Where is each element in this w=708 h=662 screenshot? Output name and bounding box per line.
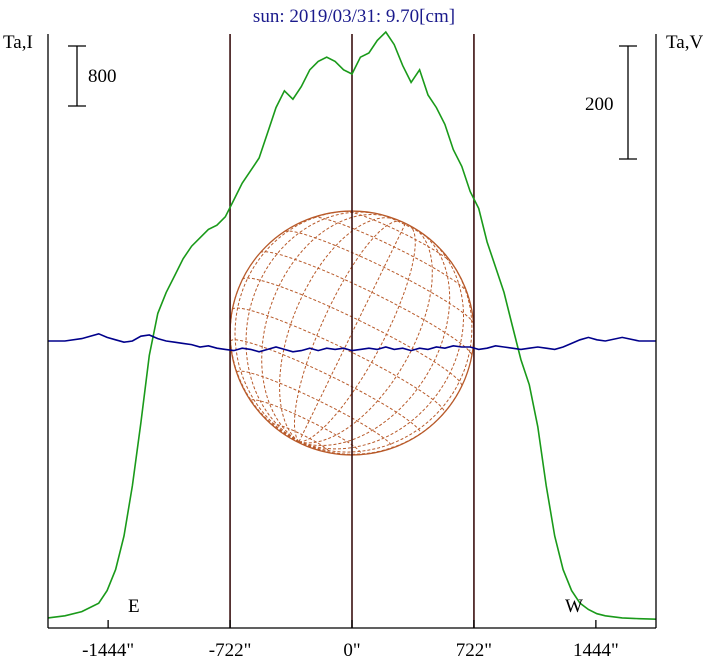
- disk-grid-line: [294, 220, 401, 443]
- disk-grid-line: [234, 210, 353, 443]
- west-label: W: [565, 596, 583, 617]
- series-line-intensity: [47, 30, 657, 620]
- scale-label-right: 200: [585, 94, 614, 115]
- series-line-polarization: [48, 332, 656, 353]
- x-tick-label: -1444": [82, 640, 134, 661]
- y-axis-label-left: Ta,I: [3, 32, 33, 53]
- disk-grid-line: [229, 279, 300, 443]
- scale-bar-right: [619, 45, 637, 160]
- disk-grid-line: [245, 211, 380, 443]
- disk-grid-line: [298, 225, 416, 443]
- disk-grid-line: [260, 251, 473, 356]
- disk-grid-line: [298, 257, 473, 453]
- scale-bar-left: [68, 45, 86, 107]
- disk-grid-line: [345, 210, 453, 264]
- x-tick-label: 722": [456, 640, 492, 661]
- disk-grid-line: [298, 223, 406, 443]
- disk-grid-line: [298, 227, 433, 444]
- scale-label-left: 800: [88, 66, 117, 87]
- disk-grid-line: [284, 230, 474, 324]
- x-tick-label: -722": [209, 640, 252, 661]
- disk-grid-line: [298, 237, 464, 450]
- east-label: E: [128, 596, 140, 617]
- x-axis-ticks: -1444" -722" 0" 722" 1444": [82, 620, 619, 661]
- disk-grid-line: [261, 213, 389, 443]
- disk-grid-line: [298, 232, 451, 447]
- x-tick-label: 0": [343, 640, 360, 661]
- disk-grid-line: [279, 217, 397, 443]
- limb-markers: [229, 34, 475, 628]
- chart-title: sun: 2019/03/31: 9.70[cm]: [253, 6, 455, 27]
- x-tick-label: 1444": [573, 640, 619, 661]
- disk-grid-line: [298, 386, 463, 455]
- y-axis-label-right: Ta,V: [666, 32, 703, 53]
- solar-disk: [229, 210, 475, 456]
